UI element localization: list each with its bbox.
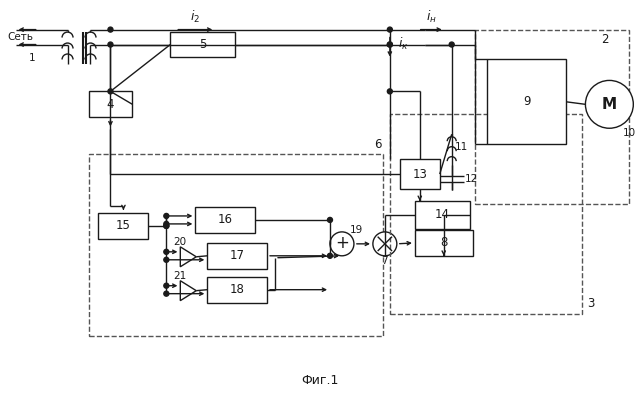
Text: 3: 3 (588, 297, 595, 310)
Bar (415, 201, 470, 229)
Text: 15: 15 (116, 219, 131, 232)
Bar (475, 30, 629, 204)
Circle shape (164, 213, 169, 218)
Text: 6: 6 (374, 138, 381, 151)
Bar (99, 213, 148, 239)
Circle shape (449, 42, 454, 47)
Bar (207, 243, 267, 269)
Circle shape (387, 42, 392, 47)
Bar (170, 32, 235, 57)
Circle shape (328, 253, 332, 258)
Circle shape (164, 223, 169, 228)
Text: +: + (335, 234, 349, 252)
Polygon shape (180, 247, 196, 267)
Text: 7: 7 (381, 256, 388, 266)
Circle shape (164, 249, 169, 254)
Text: 2: 2 (600, 33, 608, 46)
Bar (88, 154, 383, 336)
Text: 5: 5 (199, 38, 207, 51)
Text: 19: 19 (350, 225, 364, 235)
Text: Сеть: Сеть (8, 32, 34, 42)
Circle shape (328, 217, 332, 222)
Bar (486, 59, 566, 144)
Text: 10: 10 (623, 128, 636, 138)
Text: 4: 4 (107, 98, 114, 111)
Text: 11: 11 (455, 142, 468, 152)
Text: 13: 13 (412, 168, 428, 181)
Text: 8: 8 (440, 236, 447, 249)
Circle shape (387, 89, 392, 94)
Bar (88, 91, 132, 117)
Circle shape (164, 257, 169, 262)
Text: M: M (602, 97, 617, 112)
Bar (400, 159, 440, 189)
Circle shape (164, 223, 169, 228)
Text: $i_н$: $i_н$ (426, 8, 437, 25)
Circle shape (164, 221, 169, 226)
Bar (207, 277, 267, 302)
Text: Фиг.1: Фиг.1 (301, 374, 339, 387)
Bar (195, 207, 255, 233)
Circle shape (108, 42, 113, 47)
Circle shape (108, 89, 113, 94)
Text: 1: 1 (29, 53, 36, 63)
Text: 20: 20 (173, 237, 187, 247)
Circle shape (164, 283, 169, 288)
Circle shape (387, 42, 392, 47)
Text: 12: 12 (465, 174, 478, 184)
Text: $i_2$: $i_2$ (190, 8, 200, 25)
Text: 18: 18 (230, 283, 244, 296)
Bar (390, 114, 582, 314)
Circle shape (164, 291, 169, 296)
Text: $i_к$: $i_к$ (398, 36, 408, 51)
Text: 14: 14 (435, 208, 450, 221)
Text: 16: 16 (218, 213, 233, 226)
Text: 17: 17 (230, 249, 244, 262)
Circle shape (586, 81, 634, 128)
Text: 9: 9 (523, 95, 531, 109)
Text: 21: 21 (173, 271, 187, 281)
Circle shape (387, 27, 392, 32)
Circle shape (373, 232, 397, 256)
Bar (415, 230, 473, 256)
Polygon shape (180, 281, 196, 301)
Circle shape (108, 27, 113, 32)
Circle shape (330, 232, 354, 256)
